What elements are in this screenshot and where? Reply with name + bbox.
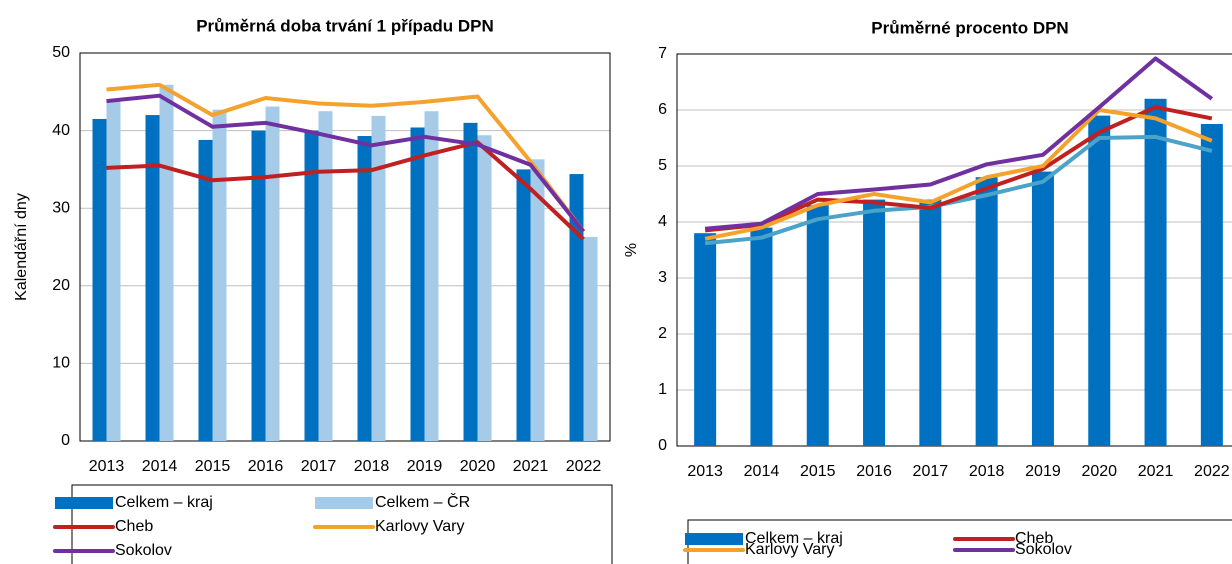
bar <box>477 135 492 442</box>
chart-title: Průměrná doba trvání 1 případu DPN <box>196 16 494 35</box>
bar <box>1088 115 1111 446</box>
bar <box>92 118 107 442</box>
bar <box>410 127 425 441</box>
x-tick-label: 2015 <box>195 458 231 475</box>
x-tick-label: 2014 <box>142 458 178 475</box>
legend-label: Celkem – ČR <box>375 492 470 511</box>
y-tick-label: 0 <box>61 432 70 449</box>
bar <box>265 106 280 441</box>
bar <box>251 130 266 441</box>
line <box>106 140 585 241</box>
line <box>704 134 1213 246</box>
y-tick-label: 3 <box>658 269 667 286</box>
line <box>106 93 586 233</box>
bar <box>569 174 584 441</box>
legend-box <box>687 519 1232 564</box>
x-tick-label: 2021 <box>1138 463 1174 480</box>
x-tick-label: 2022 <box>1194 463 1230 480</box>
x-tick-label: 2015 <box>800 463 836 480</box>
bar <box>106 99 121 441</box>
bar <box>145 115 160 441</box>
y-tick-label: 40 <box>52 122 70 139</box>
bar <box>357 136 372 442</box>
legend-label: Sokolov <box>1015 541 1072 558</box>
bar <box>530 159 545 441</box>
x-tick-label: 2019 <box>1025 463 1061 480</box>
legend-swatch <box>685 533 743 545</box>
x-tick-label: 2017 <box>913 463 949 480</box>
bar <box>371 115 386 441</box>
bar <box>212 109 227 441</box>
legend-label: Cheb <box>115 518 153 535</box>
bar <box>318 111 333 441</box>
x-tick-label: 2021 <box>513 458 549 475</box>
y-axis-label: Kalendářní dny <box>13 193 30 301</box>
y-tick-label: 1 <box>658 381 667 398</box>
legend-label: Celkem – kraj <box>115 494 213 511</box>
bar <box>975 177 998 446</box>
bar <box>198 139 213 442</box>
x-tick-label: 2013 <box>89 458 125 475</box>
y-tick-label: 0 <box>658 437 667 454</box>
x-tick-label: 2020 <box>460 458 496 475</box>
bar <box>1144 98 1167 447</box>
x-tick-label: 2014 <box>744 463 780 480</box>
bar <box>1200 124 1223 446</box>
legend-swatch <box>315 497 373 509</box>
plot-frame <box>79 52 611 442</box>
y-tick-label: 50 <box>52 44 70 61</box>
legend-swatch <box>55 497 113 509</box>
x-tick-label: 2018 <box>969 463 1005 480</box>
bar <box>583 236 598 441</box>
y-tick-label: 5 <box>658 157 667 174</box>
x-tick-label: 2016 <box>856 463 892 480</box>
x-tick-label: 2013 <box>687 463 723 480</box>
bar <box>806 205 829 446</box>
bar <box>304 130 319 441</box>
y-tick-label: 30 <box>52 199 70 216</box>
line <box>704 56 1214 231</box>
bar <box>919 199 942 446</box>
x-tick-label: 2018 <box>354 458 390 475</box>
chart-title: Průměrné procento DPN <box>871 18 1068 37</box>
bar <box>463 122 478 441</box>
y-axis-label: % <box>623 243 640 257</box>
x-tick-label: 2019 <box>407 458 443 475</box>
legend-label: Karlovy Vary <box>375 518 465 535</box>
legend-label: Celkem – kraj <box>745 530 843 547</box>
x-tick-label: 2016 <box>248 458 284 475</box>
bar <box>424 111 439 441</box>
legend-label: Sokolov <box>115 542 172 559</box>
y-tick-label: 10 <box>52 355 70 372</box>
x-tick-label: 2017 <box>301 458 337 475</box>
line <box>106 82 586 233</box>
bar <box>750 227 773 446</box>
bar <box>694 233 717 446</box>
y-tick-label: 6 <box>658 101 667 118</box>
y-tick-label: 20 <box>52 277 70 294</box>
line <box>704 108 1213 241</box>
bar <box>1031 171 1054 446</box>
y-tick-label: 4 <box>658 213 667 230</box>
legend-label: Cheb <box>1015 530 1053 547</box>
x-tick-label: 2022 <box>566 458 602 475</box>
bar <box>863 199 886 446</box>
bar <box>516 169 531 441</box>
y-tick-label: 2 <box>658 325 667 342</box>
bar <box>159 84 174 441</box>
plot-frame <box>676 53 1232 447</box>
x-tick-label: 2020 <box>1081 463 1117 480</box>
legend-label: Karlovy Vary <box>745 541 835 558</box>
y-tick-label: 7 <box>658 45 667 62</box>
line <box>704 105 1213 233</box>
